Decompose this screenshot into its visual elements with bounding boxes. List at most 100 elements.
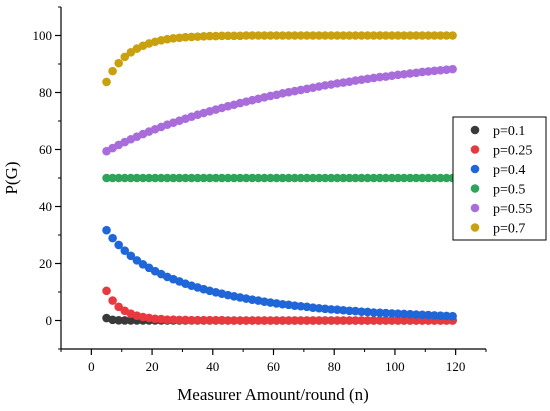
- y-tick-label: 80: [39, 85, 52, 100]
- data-point: [114, 240, 123, 250]
- data-point: [102, 77, 111, 87]
- data-point: [247, 173, 257, 183]
- data-point: [448, 31, 457, 40]
- data-point: [411, 310, 421, 319]
- data-point: [296, 316, 306, 325]
- data-point: [387, 316, 397, 325]
- data-point: [332, 31, 342, 40]
- data-point: [199, 32, 208, 41]
- data-point: [399, 173, 409, 183]
- data-point: [266, 173, 275, 183]
- data-point: [175, 173, 184, 183]
- data-point: [254, 173, 263, 183]
- data-point: [375, 31, 385, 40]
- data-point: [399, 316, 409, 325]
- data-point: [241, 173, 251, 183]
- series-p-0-7: [102, 31, 457, 87]
- data-point: [411, 31, 421, 40]
- data-point: [436, 31, 445, 40]
- data-point: [381, 308, 391, 318]
- data-point: [375, 173, 385, 183]
- data-point: [284, 173, 293, 183]
- data-point: [229, 31, 239, 41]
- data-point: [399, 31, 409, 40]
- data-point: [247, 31, 257, 40]
- data-point: [411, 173, 421, 183]
- data-point: [357, 31, 366, 40]
- data-point: [169, 315, 178, 324]
- data-point: [375, 316, 385, 325]
- data-point: [211, 173, 221, 183]
- data-point: [357, 173, 366, 183]
- x-axis-title: Measurer Amount/round (n): [177, 385, 369, 404]
- data-point: [357, 316, 366, 325]
- data-point: [302, 316, 312, 325]
- data-point: [199, 315, 208, 325]
- data-point: [424, 310, 433, 320]
- data-point: [114, 173, 123, 183]
- data-point: [217, 173, 227, 183]
- data-point: [375, 308, 385, 318]
- data-point: [442, 173, 451, 183]
- data-point: [150, 314, 160, 324]
- data-point: [448, 311, 457, 321]
- data-point: [308, 31, 318, 40]
- data-point: [393, 309, 403, 318]
- data-point: [278, 173, 287, 183]
- data-point: [393, 173, 403, 183]
- x-tick-label: 100: [385, 359, 405, 374]
- legend: p=0.1 p=0.25 p=0.4 p=0.5 p=0.55 p=0.7: [452, 116, 547, 241]
- data-point: [266, 31, 275, 40]
- data-point: [272, 173, 281, 183]
- data-point: [345, 31, 354, 40]
- data-point: [162, 173, 172, 183]
- data-point: [290, 31, 300, 40]
- data-point: [387, 309, 397, 318]
- data-point: [102, 286, 111, 296]
- data-point: [108, 296, 117, 305]
- data-point: [114, 302, 123, 312]
- data-point: [260, 316, 269, 325]
- data-point: [345, 306, 354, 316]
- data-point: [108, 173, 117, 183]
- data-point: [254, 31, 263, 40]
- data-point: [108, 66, 117, 76]
- data-point: [430, 311, 439, 320]
- data-point: [181, 315, 190, 325]
- data-point: [223, 173, 233, 183]
- data-point: [229, 316, 239, 325]
- data-point: [193, 32, 202, 41]
- data-point: [417, 31, 427, 40]
- data-point: [424, 31, 433, 40]
- data-point: [132, 173, 142, 183]
- data-point: [272, 316, 281, 325]
- data-point: [399, 309, 409, 319]
- data-point: [150, 173, 160, 183]
- data-point: [369, 308, 378, 317]
- data-point: [351, 31, 360, 40]
- data-point: [290, 316, 300, 325]
- data-point: [296, 31, 306, 40]
- data-point: [156, 173, 166, 183]
- series-p-0-55: [102, 64, 457, 156]
- data-point: [314, 173, 324, 183]
- y-tick-label: 40: [39, 199, 52, 214]
- legend-box: [452, 116, 547, 241]
- data-point: [254, 316, 263, 325]
- data-point: [260, 173, 269, 183]
- data-point: [351, 173, 360, 183]
- legend-label: p=0.1: [493, 124, 525, 139]
- data-point: [326, 316, 336, 325]
- x-tick-label: 80: [328, 359, 341, 374]
- data-point: [175, 315, 184, 325]
- data-point: [417, 310, 427, 320]
- data-point: [278, 316, 287, 325]
- data-point: [144, 173, 154, 183]
- data-point: [430, 173, 439, 183]
- data-point: [217, 315, 227, 325]
- data-point: [284, 31, 293, 40]
- data-point: [120, 52, 130, 62]
- y-tick-label: 100: [33, 28, 53, 43]
- x-tick-label: 40: [206, 359, 219, 374]
